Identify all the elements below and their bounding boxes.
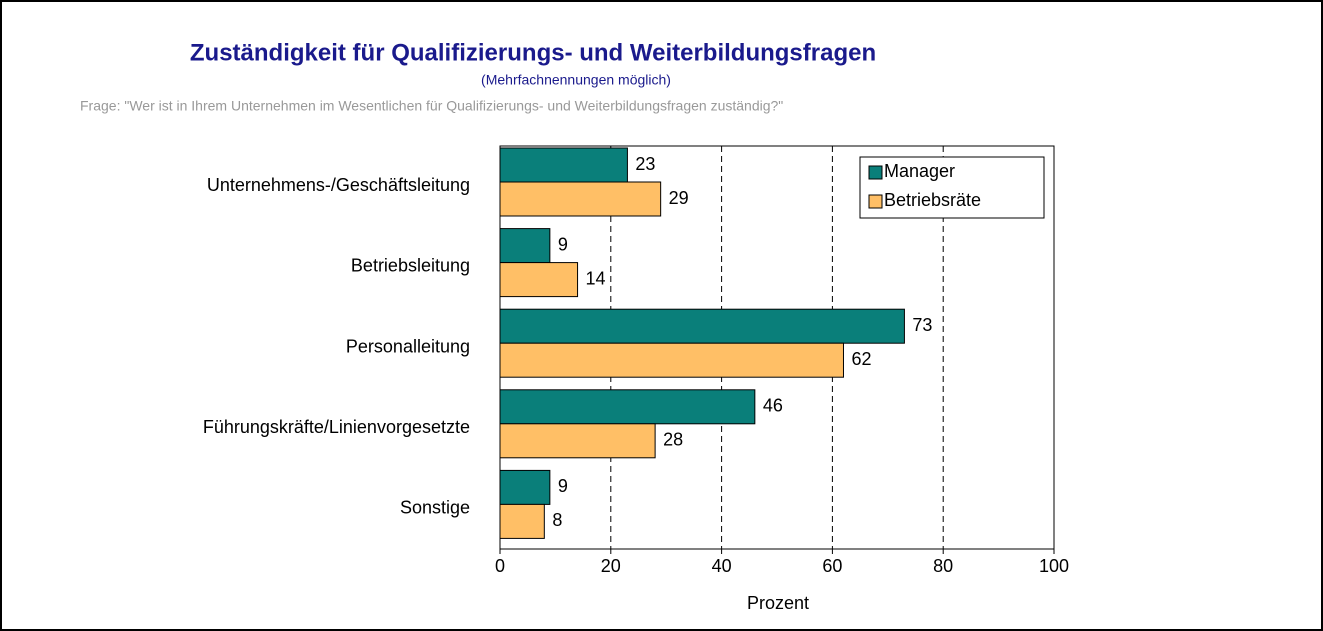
bar — [499, 181, 662, 217]
y-tick-label: Personalleitung — [346, 336, 470, 356]
bar — [499, 503, 545, 539]
data-label: 73 — [912, 315, 932, 335]
legend-box — [859, 156, 1045, 219]
legend-swatch — [868, 194, 883, 209]
chart-subtitle: (Mehrfachnennungen möglich) — [481, 72, 671, 88]
y-tick-label: Unternehmens-/Geschäftsleitung — [207, 175, 470, 195]
data-label: 46 — [763, 396, 783, 416]
legend-swatch — [868, 165, 883, 180]
chart-title: Zuständigkeit für Qualifizierungs- und W… — [190, 39, 876, 66]
x-tick-label: 20 — [601, 556, 621, 576]
bar — [499, 147, 628, 183]
bar — [499, 342, 844, 378]
bar — [499, 469, 551, 505]
x-tick-label: 80 — [933, 556, 953, 576]
bar — [499, 228, 551, 264]
bar — [499, 423, 656, 459]
data-label: 9 — [558, 476, 568, 496]
bar — [499, 389, 756, 425]
data-label: 62 — [851, 349, 871, 369]
legend-label: Manager — [884, 161, 955, 181]
data-label: 28 — [663, 430, 683, 450]
data-label: 29 — [669, 188, 689, 208]
question-note: Frage: "Wer ist in Ihrem Unternehmen im … — [80, 98, 783, 114]
data-label: 9 — [558, 234, 568, 254]
data-label: 14 — [586, 268, 606, 288]
y-tick-label: Betriebsleitung — [351, 256, 470, 276]
x-axis-label: Prozent — [747, 593, 809, 613]
x-tick-label: 40 — [712, 556, 732, 576]
legend-label: Betriebsräte — [884, 190, 981, 210]
data-label: 8 — [552, 510, 562, 530]
y-tick-label: Führungskräfte/Linienvorgesetzte — [203, 417, 470, 437]
data-label: 23 — [635, 154, 655, 174]
plot-border — [499, 145, 1055, 550]
x-tick-label: 100 — [1039, 556, 1069, 576]
bar — [499, 308, 905, 344]
y-tick-label: Sonstige — [400, 497, 470, 517]
x-tick-label: 60 — [822, 556, 842, 576]
x-tick-label: 0 — [495, 556, 505, 576]
bar — [499, 262, 579, 298]
